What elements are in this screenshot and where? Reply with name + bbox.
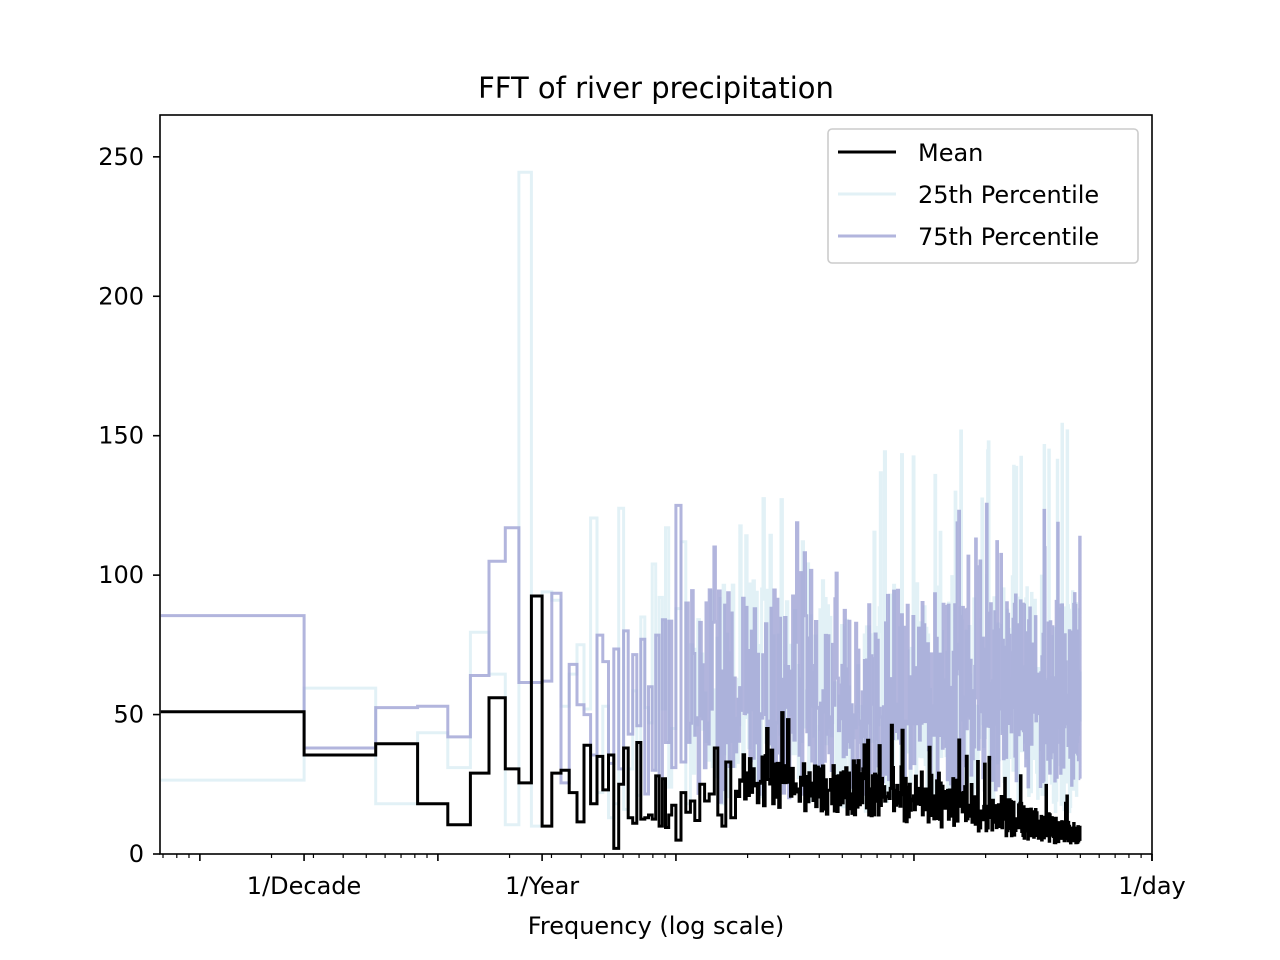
x-tick-label: 1/Decade: [247, 872, 362, 900]
y-tick-label: 250: [98, 143, 144, 171]
chart-title: FFT of river precipitation: [478, 71, 834, 105]
x-axis: 1/Decade 1/Year 1/day: [162, 854, 1186, 900]
legend-box: [827, 128, 1139, 264]
y-tick-label: 100: [98, 561, 144, 589]
y-axis: 0 50 100 150 200 250: [98, 143, 160, 868]
legend-label-25th: 25th Percentile: [918, 181, 1099, 209]
x-tick-label: 1/day: [1118, 872, 1186, 900]
y-tick-label: 0: [129, 840, 144, 868]
plot-frame: [159, 114, 1153, 855]
series-layer: [160, 170, 1082, 850]
x-tick-label: 1/Year: [505, 872, 579, 900]
legend-label-75th: 75th Percentile: [918, 223, 1099, 251]
y-tick-label: 200: [98, 282, 144, 310]
legend-label-mean: Mean: [918, 139, 983, 167]
series-line-75th-percentile: [160, 502, 1082, 804]
x-axis-label: Frequency (log scale): [528, 912, 784, 940]
y-tick-label: 50: [113, 701, 144, 729]
legend: Mean 25th Percentile 75th Percentile: [827, 128, 1139, 264]
y-tick-label: 150: [98, 422, 144, 450]
series-line-mean: [160, 594, 1082, 850]
